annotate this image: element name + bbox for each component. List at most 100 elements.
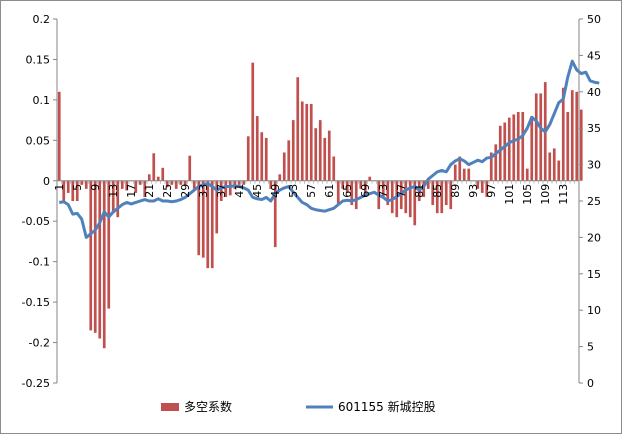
bar <box>404 180 408 214</box>
right-tick-label: 0 <box>587 377 594 390</box>
bar <box>224 180 228 197</box>
bar <box>498 125 502 181</box>
bar <box>534 93 538 181</box>
bar <box>426 180 430 189</box>
left-tick-label: 0.05 <box>26 134 51 147</box>
bar <box>246 136 250 181</box>
bar <box>503 122 507 181</box>
bar <box>309 103 313 181</box>
bar <box>516 112 520 181</box>
bar <box>305 103 309 181</box>
bar <box>71 180 75 201</box>
bar <box>318 120 322 181</box>
bar <box>386 180 390 206</box>
bar <box>134 180 138 193</box>
x-tick-label: 13 <box>107 184 120 198</box>
left-tick-label: 0.2 <box>33 13 51 26</box>
right-tick-label: 30 <box>587 159 601 172</box>
bar <box>125 180 129 191</box>
bar <box>525 168 529 181</box>
bar <box>84 180 88 189</box>
bar <box>462 168 466 181</box>
bar <box>282 152 286 181</box>
bar <box>359 180 363 189</box>
bar <box>156 176 160 181</box>
right-tick-label: 15 <box>587 268 601 281</box>
bar <box>278 174 282 181</box>
bar <box>66 180 70 193</box>
bar <box>300 101 304 181</box>
bar <box>192 180 196 189</box>
bar <box>75 180 79 201</box>
bar <box>264 137 268 181</box>
bar <box>521 112 525 181</box>
right-tick-label: 50 <box>587 13 601 26</box>
bar <box>80 180 84 185</box>
bar <box>237 180 241 185</box>
x-tick-label: 69 <box>359 184 372 198</box>
legend: 多空系数 601155 新城控股 <box>161 399 436 414</box>
bar <box>228 180 232 196</box>
x-tick-label: 17 <box>125 184 138 198</box>
legend-label-bar: 多空系数 <box>184 399 232 414</box>
right-tick-label: 35 <box>587 122 601 135</box>
bar <box>566 112 570 181</box>
x-tick-label: 105 <box>521 184 534 205</box>
price-line <box>59 59 600 239</box>
bar <box>206 180 210 269</box>
bar <box>458 156 462 181</box>
right-tick-label: 45 <box>587 49 601 62</box>
left-tick-label: -0.05 <box>22 215 50 228</box>
bar <box>314 128 318 181</box>
bar <box>116 180 120 218</box>
x-tick-label: 29 <box>179 184 192 198</box>
x-tick-label: 101 <box>503 184 516 205</box>
bar <box>440 180 444 214</box>
bar <box>332 156 336 181</box>
bar <box>444 180 448 206</box>
bar <box>210 180 214 269</box>
left-tick-label: -0.2 <box>29 337 50 350</box>
bar <box>111 180 115 214</box>
left-tick-label: 0 <box>43 175 50 188</box>
bar <box>345 180 349 193</box>
bar <box>179 180 183 185</box>
bar <box>381 180 385 197</box>
x-tick-label: 81 <box>413 184 426 198</box>
bar <box>489 152 493 181</box>
bar <box>467 168 471 181</box>
x-tick-label: 21 <box>143 184 156 198</box>
bar <box>107 180 111 309</box>
bar <box>368 176 372 181</box>
legend-swatch-bar <box>161 403 179 411</box>
bar <box>453 164 457 181</box>
bar <box>102 180 106 349</box>
x-tick-label: 85 <box>431 184 444 198</box>
bar-series-group <box>57 62 583 349</box>
bar <box>548 152 552 181</box>
left-tick-label: 0.1 <box>33 94 51 107</box>
bar <box>336 180 340 206</box>
x-tick-label: 1 <box>53 184 66 191</box>
bar <box>507 117 511 181</box>
bar <box>98 180 102 339</box>
bar <box>530 116 534 181</box>
bar <box>552 148 556 181</box>
bar <box>431 180 435 206</box>
right-tick-label: 10 <box>587 304 601 317</box>
x-tick-label: 57 <box>305 184 318 198</box>
bar <box>174 180 178 189</box>
bar <box>183 180 187 185</box>
right-tick-label: 20 <box>587 231 601 244</box>
bar <box>408 180 412 218</box>
x-tick-label: 89 <box>449 184 462 198</box>
left-tick-label: 0.15 <box>26 53 51 66</box>
bar <box>170 180 174 185</box>
bar <box>93 180 97 333</box>
x-tick-label: 5 <box>71 184 84 191</box>
x-tick-label: 37 <box>215 184 228 198</box>
bar <box>57 91 61 181</box>
bar <box>363 180 367 197</box>
